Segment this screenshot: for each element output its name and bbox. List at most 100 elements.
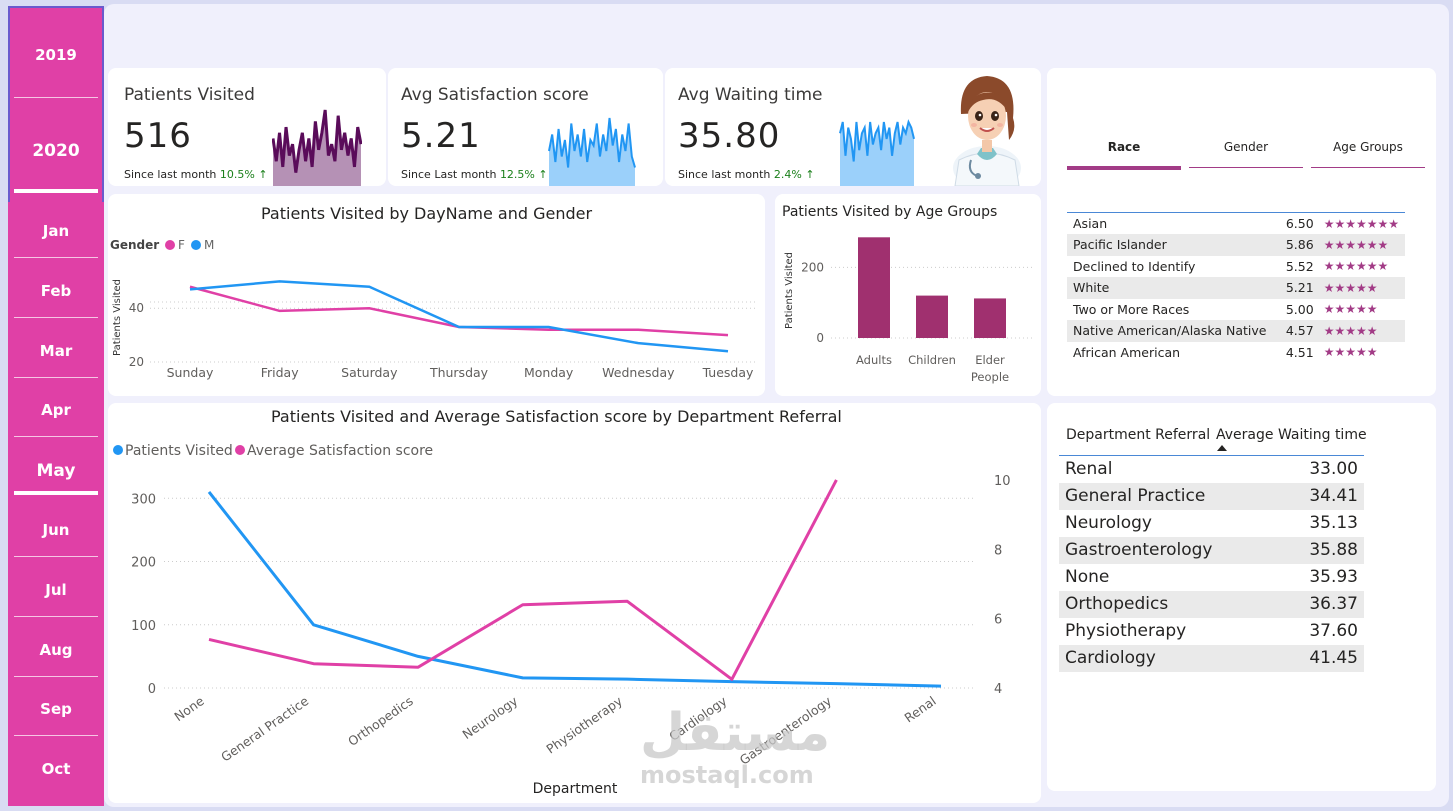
table-row[interactable]: Cardiology 41.45 (1059, 644, 1364, 672)
x-tick-label: Friday (261, 365, 299, 380)
waiting-time-cell: 35.13 (1309, 513, 1358, 533)
table-row[interactable]: Gastroenterology 35.88 (1059, 536, 1364, 564)
change-value: 10.5% ↑ (219, 168, 268, 181)
bar-adults (858, 237, 890, 338)
table-row[interactable]: Orthopedics 36.37 (1059, 590, 1364, 618)
since-label: Since last month (124, 168, 217, 181)
table-row[interactable]: White 5.21 ★★★★★ (1067, 277, 1405, 299)
tab-underline (1189, 167, 1303, 168)
change-value: 2.4% ↑ (773, 168, 815, 181)
table-row[interactable]: General Practice 34.41 (1059, 482, 1364, 510)
table-row[interactable]: Physiotherapy 37.60 (1059, 618, 1364, 645)
department-cell: Physiotherapy (1065, 621, 1187, 641)
y-right-tick-label: 10 (994, 474, 1011, 489)
stars-rating: ★★★★★ (1323, 302, 1378, 317)
month-jul-button[interactable]: Jul (45, 580, 67, 599)
x-tick-label: Sunday (167, 365, 214, 380)
race-cell: African American (1073, 344, 1181, 360)
kpi-card-patients-visited: Patients Visited 516 Since last month 10… (108, 68, 386, 186)
stars-rating: ★★★★★ (1323, 345, 1378, 360)
tab-gender[interactable]: Gender (1223, 140, 1269, 154)
month-mar-button[interactable]: Mar (39, 341, 73, 360)
table-row[interactable]: African American 4.51 ★★★★★ (1067, 342, 1405, 364)
race-cell: Native American/Alaska Native (1067, 320, 1278, 342)
department-cell: Gastroenterology (1059, 536, 1280, 564)
sparkline-line (272, 109, 362, 173)
divider (14, 316, 98, 318)
x-tick-label: Tuesday (702, 365, 754, 380)
watermark-arabic: مستقل (640, 703, 831, 763)
x-tick-label: Neurology (459, 693, 520, 742)
score-cell: 5.00 (1285, 301, 1314, 317)
x-tick-label: Elder (975, 353, 1005, 367)
month-may-button[interactable]: May (36, 461, 76, 482)
divider (14, 97, 98, 98)
age-groups-chart: Patients Visited by Age Groups Patients … (775, 194, 1041, 396)
table-row[interactable]: Neurology 35.13 (1059, 510, 1364, 537)
x-tick-label: Physiotherapy (543, 693, 625, 757)
selected-indicator (14, 189, 98, 193)
tab-race[interactable]: Race (1107, 140, 1141, 154)
year-2020-button[interactable]: 2020 (32, 141, 80, 161)
y-right-tick-label: 6 (994, 613, 1002, 628)
table-row[interactable]: Pacific Islander 5.86 ★★★★★★ (1067, 234, 1405, 256)
y-tick-label: 20 (129, 355, 144, 369)
x-tick-label: Monday (524, 365, 574, 380)
month-sep-button[interactable]: Sep (40, 700, 72, 719)
kpi-title: Patients Visited (124, 85, 255, 105)
kpi-change-text: Since last month 10.5% ↑ (124, 168, 268, 181)
waiting-time-cell: 36.37 (1279, 590, 1364, 618)
chart-title: Patients Visited and Average Satisfactio… (271, 407, 842, 426)
sort-ascending-icon[interactable] (1217, 445, 1227, 451)
x-tick-label: People (971, 370, 1009, 384)
department-waiting-panel: Department Referral Average Waiting time… (1047, 403, 1436, 791)
chart-title: Patients Visited by Age Groups (782, 204, 998, 220)
tab-indicator (1067, 166, 1181, 170)
line-chart: Gender F M Patients Visited 20 40 Sunday Friday… (110, 238, 756, 380)
kpi-value: 5.21 (401, 116, 481, 156)
kpi-title: Avg Waiting time (678, 85, 823, 105)
y-axis-label: Patients Visited (784, 252, 795, 329)
x-tick-label: Adults (856, 353, 892, 367)
watermark: مستقل mostaql.com (640, 705, 830, 789)
score-cell: 4.51 (1285, 344, 1314, 360)
sparkline-line (548, 117, 636, 168)
divider (14, 615, 98, 617)
legend-label: F (178, 238, 185, 252)
month-feb-button[interactable]: Feb (40, 281, 72, 300)
legend-title: Gender (110, 238, 159, 252)
score-cell: 5.86 (1277, 234, 1318, 256)
table-row[interactable]: None 35.93 (1059, 564, 1364, 591)
sparkline-line (839, 119, 915, 162)
month-jan-button[interactable]: Jan (42, 222, 70, 240)
x-tick-label: Wednesday (602, 365, 675, 380)
legend-marker (235, 445, 245, 455)
kpi-card-waiting-time: Avg Waiting time 35.80 Since last month … (665, 68, 1041, 186)
department-cell: None (1065, 567, 1110, 587)
table-row[interactable]: Renal 33.00 (1059, 456, 1364, 483)
race-cell: White (1067, 277, 1278, 299)
legend-label: Patients Visited (125, 443, 233, 459)
stars-rating: ★★★★★ (1317, 320, 1405, 342)
month-apr-button[interactable]: Apr (41, 401, 71, 420)
stars-rating: ★★★★★ (1317, 277, 1405, 299)
department-waiting-table: Renal 33.00 General Practice 34.41 Neurology… (1059, 455, 1364, 672)
department-cell: Cardiology (1059, 644, 1280, 672)
sparkline-chart (839, 119, 915, 186)
month-oct-button[interactable]: Oct (41, 760, 71, 779)
table-row[interactable]: Native American/Alaska Native 4.57 ★★★★★ (1067, 320, 1405, 342)
column-header-department[interactable]: Department Referral (1066, 427, 1211, 443)
x-tick-label: Renal (902, 693, 939, 725)
column-header-waiting-time[interactable]: Average Waiting time (1216, 427, 1367, 443)
table-row[interactable]: Declined to Identify 5.52 ★★★★★★ (1067, 256, 1405, 278)
y-tick-label: 40 (129, 301, 144, 315)
series-line-m (189, 280, 729, 353)
tab-age-groups[interactable]: Age Groups (1333, 140, 1403, 154)
divider (14, 376, 98, 378)
year-2019-button[interactable]: 2019 (35, 46, 77, 64)
chart-title: Patients Visited by DayName and Gender (261, 204, 593, 223)
month-jun-button[interactable]: Jun (42, 521, 70, 539)
table-row[interactable]: Two or More Races 5.00 ★★★★★ (1067, 299, 1405, 321)
table-row[interactable]: Asian 6.50 ★★★★★★★ (1067, 213, 1405, 235)
month-aug-button[interactable]: Aug (39, 640, 73, 659)
